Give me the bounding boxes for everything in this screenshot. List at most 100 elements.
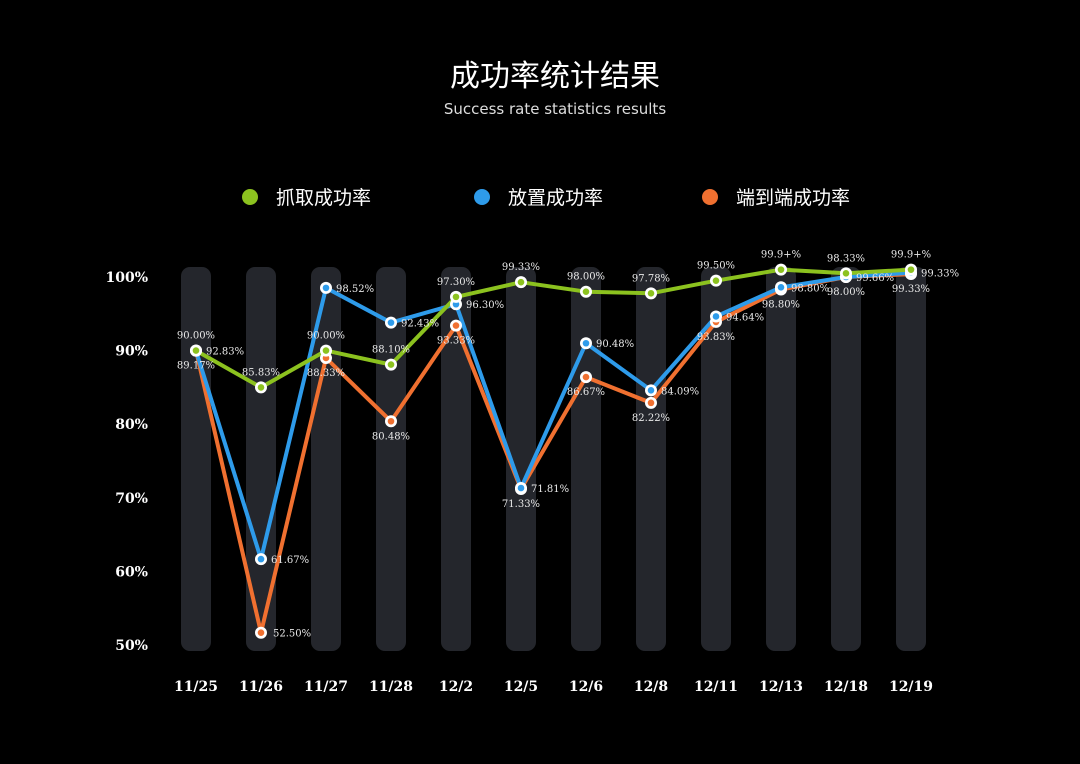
data-point-center — [712, 277, 720, 284]
x-tick-label: 12/18 — [824, 679, 868, 695]
data-label: 98.52% — [336, 284, 374, 295]
data-point-center — [387, 319, 395, 326]
data-label: 90.00% — [177, 331, 215, 342]
data-point-center — [647, 387, 655, 394]
data-label: 99.9+% — [891, 250, 931, 261]
data-point-center — [257, 629, 265, 637]
data-label: 86.67% — [567, 387, 605, 398]
data-point-center — [777, 266, 785, 273]
legend-marker — [474, 189, 490, 205]
data-point-center — [582, 373, 590, 381]
data-label: 94.64% — [726, 312, 764, 323]
column-band — [766, 267, 796, 651]
y-axis: 100% 90% 80% 70% 60% 50% — [105, 270, 148, 654]
data-label: 88.10% — [372, 345, 410, 356]
column-band — [701, 267, 731, 651]
series-lines — [194, 267, 912, 635]
data-point-center — [452, 322, 460, 329]
data-label: 84.09% — [661, 386, 699, 397]
data-label: 98.80% — [791, 283, 829, 294]
data-label: 52.50% — [273, 629, 311, 640]
column-bands — [181, 267, 926, 651]
y-tick-label: 60% — [115, 564, 148, 580]
legend-marker — [242, 189, 258, 205]
x-tick-label: 12/19 — [889, 679, 933, 695]
data-point-center — [452, 293, 460, 301]
data-point-center — [842, 270, 850, 277]
data-label: 98.80% — [762, 300, 800, 311]
column-band — [181, 267, 211, 651]
column-band — [441, 267, 471, 651]
data-label: 99.33% — [502, 262, 540, 273]
y-tick-label: 70% — [115, 491, 148, 507]
data-label: 71.81% — [531, 484, 569, 495]
data-point-center — [517, 278, 525, 286]
data-point-center — [777, 284, 785, 291]
legend-label: 放置成功率 — [508, 187, 603, 209]
y-tick-label: 80% — [115, 417, 148, 433]
column-band — [896, 267, 926, 651]
data-label: 97.30% — [437, 277, 475, 288]
x-tick-label: 11/27 — [304, 679, 348, 695]
x-tick-label: 12/5 — [504, 679, 538, 695]
series-line — [194, 270, 912, 562]
data-label: 93.83% — [697, 332, 735, 343]
data-label: 99.9+% — [761, 250, 801, 261]
data-point-center — [322, 284, 330, 292]
data-label: 80.48% — [372, 431, 410, 442]
data-label: 97.78% — [632, 273, 670, 284]
x-tick-label: 12/13 — [759, 679, 803, 695]
series-line — [195, 267, 912, 390]
data-point-center — [647, 290, 655, 297]
data-point-center — [582, 339, 590, 347]
x-tick-label: 12/6 — [569, 679, 603, 695]
column-band — [831, 267, 861, 651]
data-point-center — [907, 266, 915, 273]
data-label: 98.00% — [827, 287, 865, 298]
data-label: 99.33% — [892, 284, 930, 295]
series-line — [194, 272, 912, 635]
data-point-center — [387, 361, 395, 368]
y-tick-label: 100% — [105, 270, 148, 286]
data-point-center — [192, 347, 200, 354]
data-label: 88.33% — [307, 368, 345, 379]
data-label: 89.17% — [177, 361, 215, 372]
column-band — [571, 267, 601, 651]
legend-label: 端到端成功率 — [736, 187, 850, 209]
data-point-center — [257, 555, 265, 563]
x-tick-label: 12/2 — [439, 679, 473, 695]
data-point-center — [517, 484, 525, 492]
x-tick-label: 11/25 — [174, 679, 218, 695]
legend: 抓取成功率 放置成功率 端到端成功率 — [242, 187, 850, 209]
data-label: 71.33% — [502, 499, 540, 510]
chart-subtitle: Success rate statistics results — [444, 100, 666, 118]
y-tick-label: 90% — [115, 344, 148, 360]
data-label: 99.50% — [697, 261, 735, 272]
data-label: 90.00% — [307, 331, 345, 342]
data-point-center — [712, 313, 720, 320]
x-axis: 11/25 11/26 11/27 11/28 12/2 12/5 12/6 12/8 12/1… — [174, 679, 933, 695]
data-label: 92.83% — [206, 347, 244, 358]
data-label: 92.43% — [401, 319, 439, 330]
data-label: 96.30% — [466, 300, 504, 311]
column-band — [506, 267, 536, 651]
y-tick-label: 50% — [115, 638, 148, 654]
data-label: 98.33% — [827, 253, 865, 264]
chart-title: 成功率统计结果 — [450, 59, 660, 94]
data-point-center — [647, 399, 655, 407]
data-label: 85.83% — [242, 367, 280, 378]
data-label: 98.00% — [567, 272, 605, 283]
legend-marker — [702, 189, 718, 205]
x-tick-label: 11/26 — [239, 679, 283, 695]
data-point-center — [387, 417, 395, 425]
legend-label: 抓取成功率 — [276, 187, 371, 209]
column-band — [246, 267, 276, 651]
data-labels: 90.00% 85.83% 90.00% 88.10% 97.30% 99.33% 98.0… — [177, 250, 959, 640]
column-band — [636, 267, 666, 651]
x-tick-label: 12/11 — [694, 679, 738, 695]
data-label: 61.67% — [271, 555, 309, 566]
data-label: 82.22% — [632, 413, 670, 424]
data-label: 99.33% — [921, 269, 959, 280]
data-label: 93.33% — [437, 336, 475, 347]
